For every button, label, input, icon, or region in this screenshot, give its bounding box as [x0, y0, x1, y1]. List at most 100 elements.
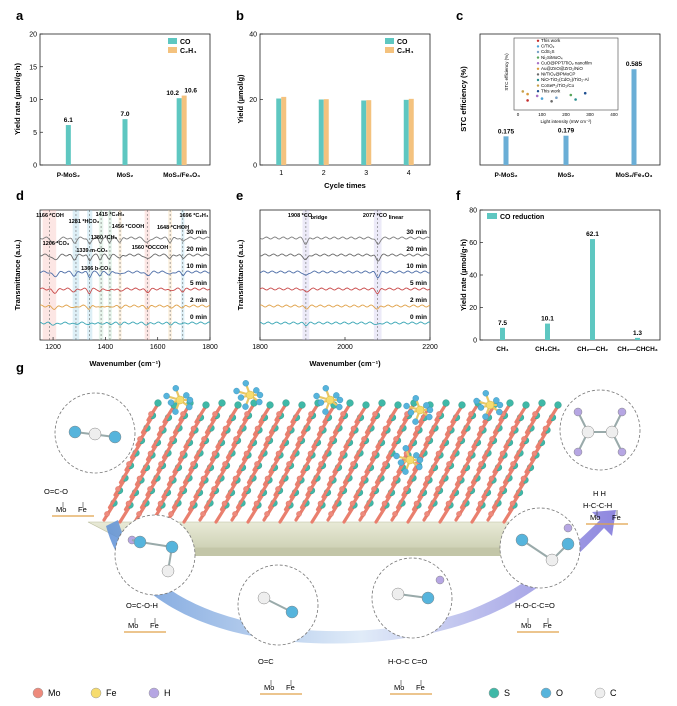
mo-s-bond [279, 429, 293, 449]
mo-s-bond [166, 466, 181, 487]
mo-s-bond [278, 464, 293, 485]
label-co: O=C [258, 657, 274, 666]
mo-s-bond [470, 464, 485, 485]
mo-atom [296, 511, 302, 517]
panel-e-series-label: 30 min [406, 229, 427, 236]
panel-c-inset-legend-marker [536, 67, 540, 71]
mo-s-bond [423, 427, 437, 447]
panel-d-annotation: 1166 *COH [36, 213, 64, 219]
mo-s-bond [406, 504, 420, 524]
mo-atom [532, 411, 538, 417]
mo-s-bond [231, 427, 245, 447]
mo-atom [243, 450, 250, 457]
panel-c-inset-point [583, 91, 587, 95]
mo-atom [509, 500, 516, 507]
h-atom-ball [563, 523, 573, 533]
mo-s-bond [433, 477, 447, 497]
mo-s-bond [503, 429, 517, 449]
mo-s-bond [187, 491, 202, 512]
mo-s-bond [475, 491, 490, 512]
panel-c-inset-legend-entry: C/TiO₂ [541, 44, 555, 49]
panel-d-annotation: 1380 *CH₃ [91, 235, 118, 241]
o-atom [183, 392, 190, 399]
mo-s-bond [395, 489, 410, 510]
mo-s-bond [198, 466, 213, 487]
mo-s-bond [390, 502, 404, 522]
panel-c-inset-xtick: 400 [610, 112, 618, 117]
o-atom [416, 463, 423, 471]
mo-atom [531, 450, 538, 457]
mo-s-bond [188, 452, 202, 472]
mo-s-bond [369, 441, 384, 462]
mo-s-bond [182, 464, 197, 485]
mo-atom [478, 425, 485, 432]
panel-e-xtick-label: 2000 [337, 344, 353, 351]
mo-s-bond [140, 454, 154, 474]
panel-d-series-label: 2 min [190, 297, 207, 304]
mo-atom [147, 450, 154, 457]
mo-fe-site-labels: Mo Fe Mo Fe Mo Fe Mo Fe Mo Fe Mo Fe [52, 502, 628, 695]
panel-d-chart: Transmittance (a.u.) Wavenumber (cm⁻¹) 1… [13, 209, 218, 368]
atom-legend: Mo Fe H S O C [32, 687, 617, 699]
panel-e-frame [259, 209, 431, 341]
panel-f-ytick-label: 80 [469, 208, 477, 215]
mo-s-bond [252, 416, 267, 437]
mo-s-bond [508, 416, 523, 437]
panel-e-series-line [259, 287, 431, 295]
panel-c-value-label: 0.175 [498, 128, 515, 135]
mo-s-bond [283, 491, 298, 512]
mo-s-bond [449, 479, 463, 499]
panel-c-inset-point [550, 100, 553, 103]
o-atom-ball [165, 540, 179, 554]
site-label-fe: Fe [150, 621, 159, 630]
mo-s-bond [513, 439, 528, 460]
panel-d-annotation: 1560 *OCCOH [132, 245, 168, 251]
mo-s-bond [359, 427, 373, 447]
fe-atom [415, 405, 425, 415]
mo-s-bond [214, 464, 229, 485]
mo-atom [115, 486, 121, 492]
mo-s-bond [305, 441, 320, 462]
mo-s-bond [422, 502, 436, 522]
c-atom-ball [391, 587, 405, 601]
mo-atom [371, 486, 377, 492]
mo-s-bond [407, 429, 421, 449]
mo-s-bond [209, 441, 224, 462]
mo-s-bond [311, 429, 325, 449]
mo-atom [201, 436, 207, 442]
fe3o3-clusters [163, 380, 504, 475]
panel-c-inset-xtick: 100 [538, 112, 546, 117]
mo-s-bond [161, 479, 175, 499]
mo-s-bond [498, 402, 512, 422]
panel-label-d: d [16, 188, 24, 203]
mo-s-bond [486, 502, 500, 522]
label-hcch: H-C-C-H [583, 501, 612, 510]
panel-b-bar [318, 99, 324, 165]
panel-b-bar [323, 99, 329, 165]
reaction-cycle-arrow [106, 510, 616, 644]
mo-s-bond [487, 427, 501, 447]
panel-d-series-line [39, 253, 211, 262]
panel-b-bar [361, 100, 367, 165]
mo-s-bond [347, 491, 362, 512]
mo-s-bond [450, 404, 464, 424]
substrate-slab-edge [138, 548, 560, 556]
mo-s-bond [401, 477, 415, 497]
fe-atom [405, 455, 415, 465]
mo-atom [264, 475, 271, 482]
panel-a-ytick-label: 5 [33, 130, 37, 137]
panel-c-category-label: MoS₂ [558, 172, 575, 179]
mo-s-bond [129, 479, 143, 499]
site-label-mo: Mo [56, 505, 66, 514]
mo-atom [413, 500, 420, 507]
o-atom [493, 397, 500, 404]
panel-c-bar [503, 136, 509, 165]
mo-s-bond [507, 491, 522, 512]
c-atom-ball [581, 425, 595, 439]
mo-atom [456, 511, 462, 517]
mo-s-bond [274, 402, 288, 422]
mo-atom [403, 486, 409, 492]
o-atom [407, 409, 415, 416]
mo-s-bond [465, 441, 480, 462]
panel-a-bar [176, 98, 182, 165]
